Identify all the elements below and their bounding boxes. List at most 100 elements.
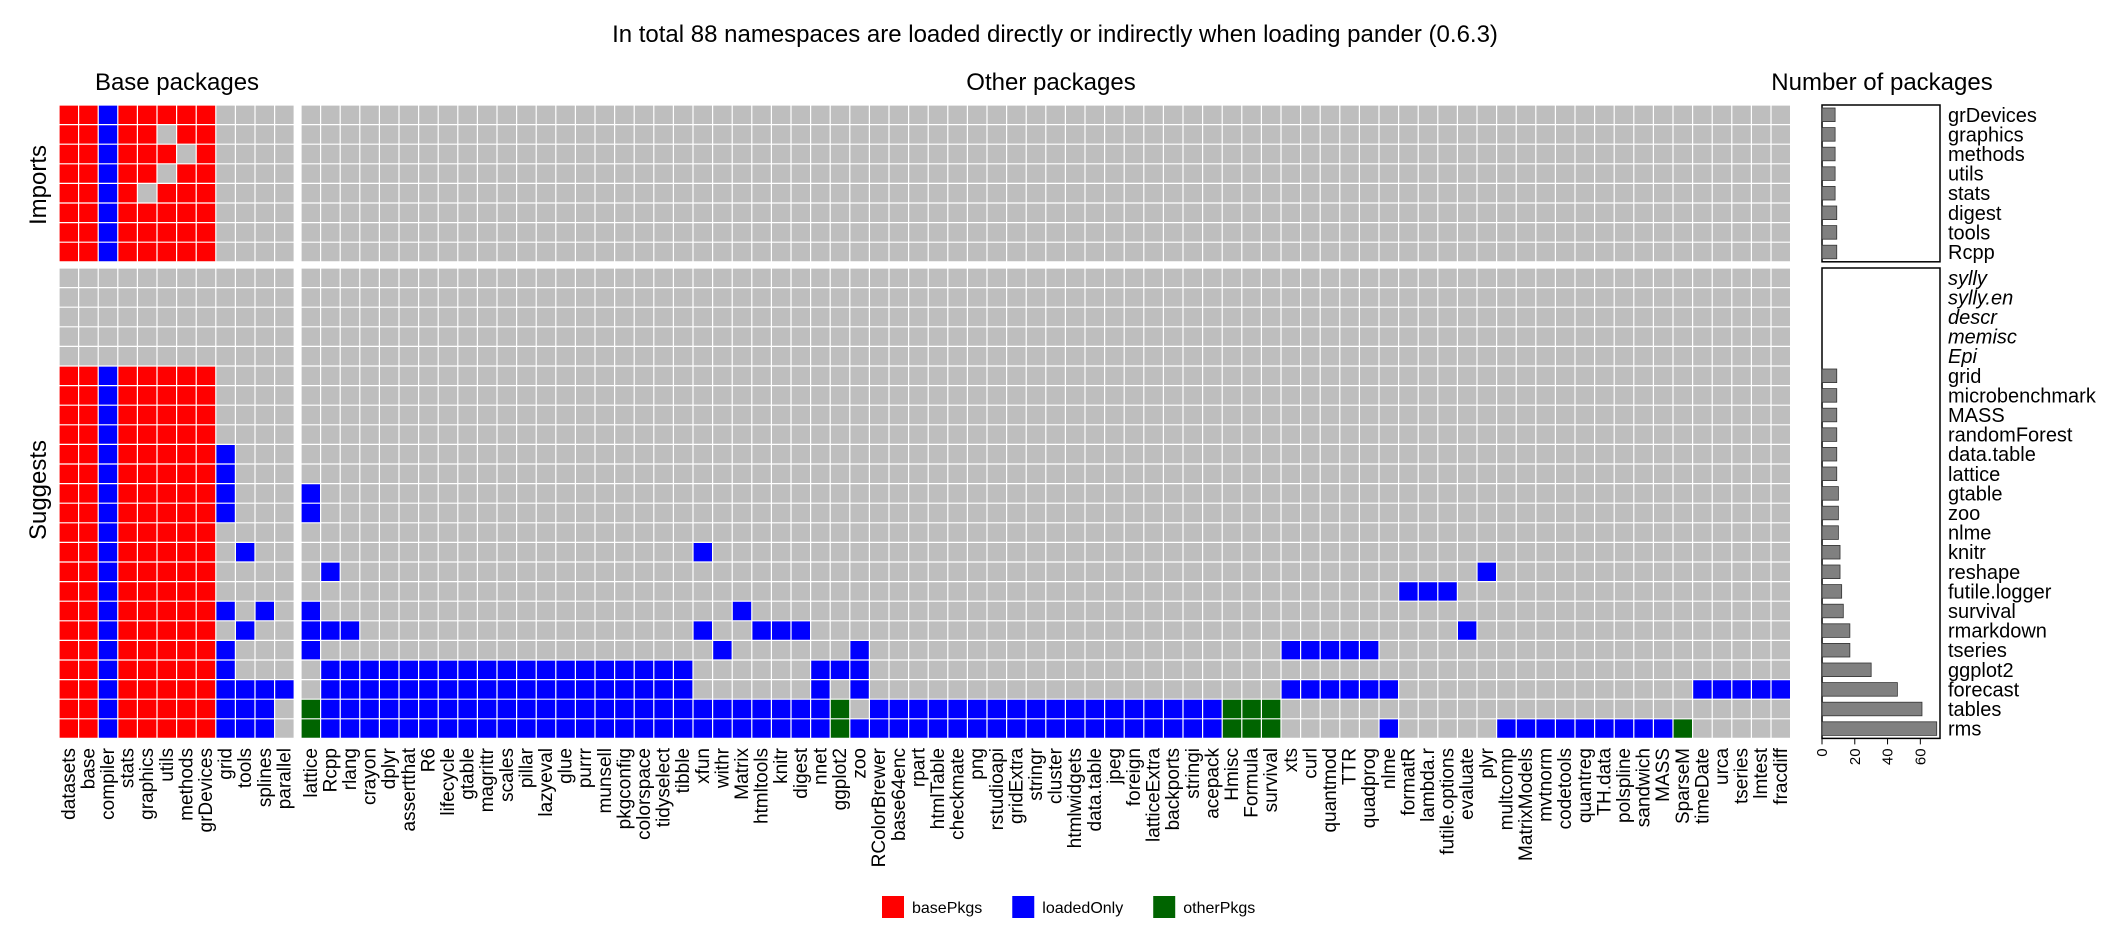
- count-bar: [1821, 662, 1872, 678]
- cell-loadedOnly: [1320, 679, 1340, 700]
- cell-basePkgs: [196, 679, 216, 700]
- column-label: nlme: [1379, 748, 1400, 789]
- chart-title: In total 88 namespaces are loaded direct…: [612, 21, 1498, 48]
- cell-basePkgs: [59, 601, 79, 621]
- cell-basePkgs: [117, 464, 138, 484]
- cell-basePkgs: [78, 660, 99, 680]
- cell-loadedOnly: [751, 718, 772, 739]
- column-label: formatR: [1398, 748, 1419, 816]
- column-label: lmtest: [1751, 747, 1772, 798]
- cell-basePkgs: [157, 424, 177, 445]
- cell-loadedOnly: [810, 718, 831, 739]
- cell-loadedOnly: [98, 203, 118, 223]
- cell-loadedOnly: [1085, 699, 1105, 719]
- cell-basePkgs: [137, 483, 157, 504]
- column-label: timeDate: [1692, 748, 1713, 824]
- cell-loadedOnly: [215, 503, 236, 523]
- cell-basePkgs: [137, 444, 157, 464]
- cell-basePkgs: [176, 183, 197, 203]
- cell-basePkgs: [176, 105, 197, 125]
- cell-loadedOnly: [516, 679, 537, 700]
- cell-basePkgs: [78, 183, 99, 203]
- cell-loadedOnly: [320, 679, 341, 700]
- x-axis-tick-label: 60: [1912, 748, 1929, 765]
- cell-basePkgs: [157, 222, 177, 243]
- cell-loadedOnly: [1281, 679, 1301, 700]
- cell-loadedOnly: [595, 679, 615, 700]
- count-bar: [1821, 225, 1838, 240]
- column-label: zoo: [850, 748, 871, 779]
- column-label: stringi: [1183, 748, 1204, 799]
- cell-loadedOnly: [575, 718, 595, 739]
- cell-loadedOnly: [673, 718, 693, 739]
- cell-loadedOnly: [1320, 640, 1340, 660]
- cell-loadedOnly: [457, 660, 478, 680]
- cell-basePkgs: [59, 242, 79, 262]
- cell-loadedOnly: [1771, 679, 1791, 700]
- cell-basePkgs: [117, 522, 138, 543]
- cell-basePkgs: [78, 464, 99, 484]
- column-label: rstudioapi: [987, 748, 1008, 830]
- cell-basePkgs: [157, 242, 177, 262]
- cell-loadedOnly: [614, 660, 635, 680]
- cell-basePkgs: [117, 640, 138, 660]
- cell-loadedOnly: [98, 163, 118, 184]
- cell-basePkgs: [157, 620, 177, 641]
- column-label: datasets: [59, 748, 80, 820]
- cell-loadedOnly: [595, 699, 615, 719]
- cell-basePkgs: [59, 522, 79, 543]
- cell-basePkgs: [176, 483, 197, 504]
- cell-loadedOnly: [595, 660, 615, 680]
- cell-loadedOnly: [810, 660, 831, 680]
- cell-basePkgs: [59, 366, 79, 386]
- cell-basePkgs: [137, 640, 157, 660]
- column-label: htmlwidgets: [1065, 748, 1086, 848]
- row-label: grDevices: [1948, 105, 2037, 127]
- row-label: utils: [1948, 164, 1984, 186]
- column-label: stats: [118, 748, 139, 788]
- column-label: lazyeval: [536, 748, 557, 817]
- cell-loadedOnly: [438, 718, 458, 739]
- cell-basePkgs: [117, 503, 138, 523]
- cell-basePkgs: [137, 581, 157, 602]
- group-label-suggests: Suggests: [25, 440, 52, 540]
- column-label: R6: [418, 748, 439, 772]
- cell-basePkgs: [157, 562, 177, 582]
- cell-basePkgs: [176, 620, 197, 641]
- cell-loadedOnly: [98, 581, 118, 602]
- cell-loadedOnly: [516, 699, 537, 719]
- column-label: gridExtra: [1006, 748, 1027, 824]
- cell-otherPkgs: [830, 699, 850, 719]
- column-label: htmltools: [752, 748, 773, 824]
- cell-loadedOnly: [536, 679, 556, 700]
- cell-loadedOnly: [653, 718, 674, 739]
- cell-loadedOnly: [1496, 718, 1517, 739]
- cell-basePkgs: [137, 203, 157, 223]
- cell-basePkgs: [137, 620, 157, 641]
- cell-basePkgs: [117, 718, 138, 739]
- cell-basePkgs: [196, 503, 216, 523]
- column-label: fracdiff: [1771, 747, 1792, 804]
- column-label: tools: [235, 748, 256, 788]
- cell-loadedOnly: [889, 699, 909, 719]
- row-label: Epi: [1948, 346, 1977, 368]
- cell-loadedOnly: [340, 660, 360, 680]
- cell-loadedOnly: [98, 105, 118, 125]
- cell-loadedOnly: [340, 699, 360, 719]
- cell-loadedOnly: [614, 699, 635, 719]
- cell-loadedOnly: [849, 718, 870, 739]
- cell-loadedOnly: [340, 718, 360, 739]
- cell-basePkgs: [59, 424, 79, 445]
- cell-loadedOnly: [634, 699, 654, 719]
- cell-basePkgs: [176, 601, 197, 621]
- cell-loadedOnly: [98, 522, 118, 543]
- count-bar: [1821, 185, 1836, 201]
- cell-basePkgs: [157, 699, 177, 719]
- cell-loadedOnly: [379, 718, 399, 739]
- cell-basePkgs: [176, 242, 197, 262]
- cell-loadedOnly: [1300, 640, 1321, 660]
- count-bar: [1821, 107, 1836, 123]
- column-label: MatrixModels: [1516, 748, 1537, 861]
- cell-loadedOnly: [98, 483, 118, 504]
- column-label: codetools: [1555, 748, 1576, 829]
